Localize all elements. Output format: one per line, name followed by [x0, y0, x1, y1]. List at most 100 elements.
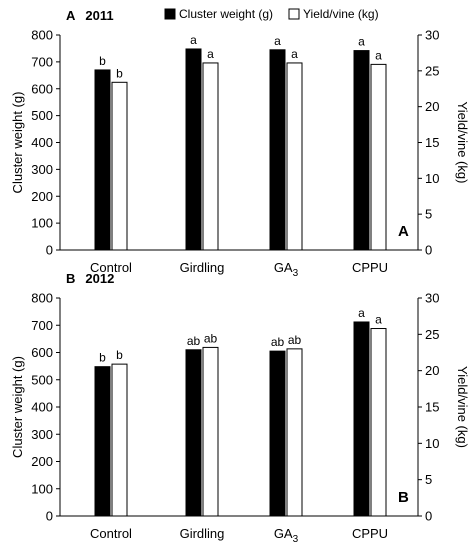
panel-b-right-tick-label: 5 — [425, 472, 432, 487]
legend-label-cluster-weight: Cluster weight (g) — [179, 7, 273, 21]
panel-b-category-text: Girdling — [180, 526, 225, 541]
panel-a-left-tick-label: 600 — [31, 81, 53, 96]
panel-a-right-tick-label: 0 — [425, 243, 432, 258]
panel-a-panel-letter: A — [66, 8, 76, 23]
panel-a-left-axis-title: Cluster weight (g) — [10, 92, 25, 194]
panel-b-bar-yield-vine — [286, 348, 303, 517]
panel-a-category-text: GA — [274, 260, 293, 275]
panel-a-right-axis-title: Yield/vine (kg) — [455, 102, 470, 184]
panel-a-bar-yield-vine — [370, 63, 387, 251]
panel-b-title-group: B 2012 — [66, 271, 114, 286]
legend: Cluster weight (g) Yield/vine (kg) — [164, 7, 379, 21]
panel-b-bar-yield-vine — [370, 328, 387, 517]
panel-b-left-tick-label: 700 — [31, 318, 53, 333]
panel-a-sig-label: a — [358, 35, 365, 49]
panel-a-category-label: Girdling — [180, 260, 225, 275]
panel-b-right-tick-label: 0 — [425, 509, 432, 524]
panel-b-left-tick-label: 400 — [31, 400, 53, 415]
panel-a-category-label: GA3 — [274, 260, 299, 279]
legend-label-yield-vine: Yield/vine (kg) — [303, 7, 379, 21]
panel-b-sig-label: a — [358, 306, 365, 320]
panel-a-sig-label: a — [274, 34, 281, 48]
panel-b-left-tick-label: 800 — [31, 291, 53, 306]
panel-b-sig-label: ab — [288, 333, 302, 347]
panel-b-right-tick-label: 20 — [425, 363, 439, 378]
panel-b-left-tick-label: 300 — [31, 427, 53, 442]
panel-a-right-tick-label: 5 — [425, 207, 432, 222]
panel-a-sig-label: a — [207, 47, 214, 61]
panel-b-sig-label: b — [116, 348, 123, 362]
panel-a-category-label: CPPU — [352, 260, 388, 275]
panel-a-sig-label: a — [190, 33, 197, 47]
panel-a-left-tick-label: 100 — [31, 216, 53, 231]
panel-a-sig-label: b — [116, 66, 123, 80]
panel-b-sig-label: ab — [187, 334, 201, 348]
panel-a-bar-cluster-weight — [269, 49, 286, 251]
panel-b-left-tick-label: 500 — [31, 372, 53, 387]
panel-a-right-tick-label: 25 — [425, 63, 439, 78]
panel-b-sig-label: ab — [271, 335, 285, 349]
panel-b-right-axis-title: Yield/vine (kg) — [455, 366, 470, 448]
panel-a-category-text: Control — [90, 260, 132, 275]
panel-a-sig-label: b — [99, 54, 106, 68]
panel-a-left-tick-label: 200 — [31, 189, 53, 204]
panel-b-category-text: Control — [90, 526, 132, 541]
panel-b-left-tick-label: 100 — [31, 481, 53, 496]
panel-a-bar-cluster-weight — [94, 69, 111, 251]
panel-b-bar-cluster-weight — [185, 349, 202, 517]
panel-a-bar-yield-vine — [286, 62, 303, 251]
panel-a-sig-label: a — [375, 48, 382, 62]
panel-b-left-tick-label: 600 — [31, 345, 53, 360]
panel-a-right-tick-label: 10 — [425, 171, 439, 186]
panel-a-bar-yield-vine — [202, 62, 219, 251]
panel-b-bar-cluster-weight — [353, 321, 370, 517]
panel-a-bar-yield-vine — [111, 81, 128, 251]
panel-b-category-subscript: 3 — [293, 534, 299, 543]
panel-a-category-text: CPPU — [352, 260, 388, 275]
panel-a-right-tick-label: 30 — [425, 28, 439, 43]
panel-b-category-text: GA — [274, 526, 293, 541]
panel-b-bar-yield-vine — [111, 363, 128, 517]
panel-b-category-label: Girdling — [180, 526, 225, 541]
panel-a-left-tick-label: 400 — [31, 135, 53, 150]
panel-b-bar-cluster-weight — [269, 350, 286, 517]
panel-b-sig-label: a — [375, 313, 382, 327]
panel-a-category-subscript: 3 — [293, 268, 299, 279]
panel-a-left-tick-label: 500 — [31, 108, 53, 123]
panel-a-sig-label: a — [291, 47, 298, 61]
panel-a-bar-cluster-weight — [353, 50, 370, 251]
panel-a-left-tick-label: 0 — [46, 243, 53, 258]
panel-b-category-label: CPPU — [352, 526, 388, 541]
panel-b-category-label: GA3 — [274, 526, 299, 543]
panel-b-corner-letter: B — [398, 489, 409, 506]
panel-b-left-tick-label: 0 — [46, 509, 53, 524]
panel-a-title: 2011 — [85, 8, 113, 23]
panel-a-left-tick-label: 800 — [31, 28, 53, 43]
panel-b-sig-label: ab — [204, 331, 218, 345]
panel-b-bar-cluster-weight — [94, 366, 111, 517]
panel-a-left-tick-label: 700 — [31, 54, 53, 69]
panel-a-bar-cluster-weight — [185, 48, 202, 251]
panel-a-title-group: A 2011 — [66, 8, 114, 23]
panel-b-bar-yield-vine — [202, 346, 219, 517]
panel-b-category-text: CPPU — [352, 526, 388, 541]
legend-swatch-cluster-weight — [164, 8, 176, 20]
legend-swatch-yield-vine — [288, 8, 300, 20]
panel-b-right-tick-label: 30 — [425, 291, 439, 306]
panel-b-sig-label: b — [99, 351, 106, 365]
panel-b-right-tick-label: 10 — [425, 436, 439, 451]
panel-b-left-axis-title: Cluster weight (g) — [10, 356, 25, 458]
panel-a-corner-letter: A — [398, 223, 409, 240]
panel-a-right-tick-label: 15 — [425, 135, 439, 150]
panel-b-category-label: Control — [90, 526, 132, 541]
panel-b-left-tick-label: 200 — [31, 454, 53, 469]
panel-b-title: 2012 — [85, 271, 114, 286]
panel-a-left-tick-label: 300 — [31, 162, 53, 177]
panel-a-category-label: Control — [90, 260, 132, 275]
panel-a-category-text: Girdling — [180, 260, 225, 275]
panel-a-right-tick-label: 20 — [425, 99, 439, 114]
panel-b-right-tick-label: 25 — [425, 327, 439, 342]
panel-b-right-tick-label: 15 — [425, 400, 439, 415]
